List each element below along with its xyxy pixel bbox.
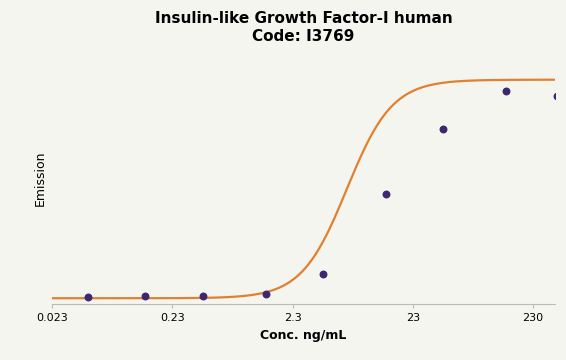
X-axis label: Conc. ng/mL: Conc. ng/mL bbox=[260, 329, 347, 342]
Point bbox=[381, 192, 391, 197]
Point bbox=[501, 89, 511, 94]
Point bbox=[439, 126, 448, 132]
Title: Insulin-like Growth Factor-I human
Code: I3769: Insulin-like Growth Factor-I human Code:… bbox=[155, 11, 452, 44]
Y-axis label: Emission: Emission bbox=[34, 150, 47, 206]
Point bbox=[141, 293, 150, 299]
Point bbox=[261, 291, 270, 297]
Point bbox=[553, 93, 562, 99]
Point bbox=[319, 271, 328, 276]
Point bbox=[84, 294, 93, 300]
Point bbox=[198, 293, 207, 298]
